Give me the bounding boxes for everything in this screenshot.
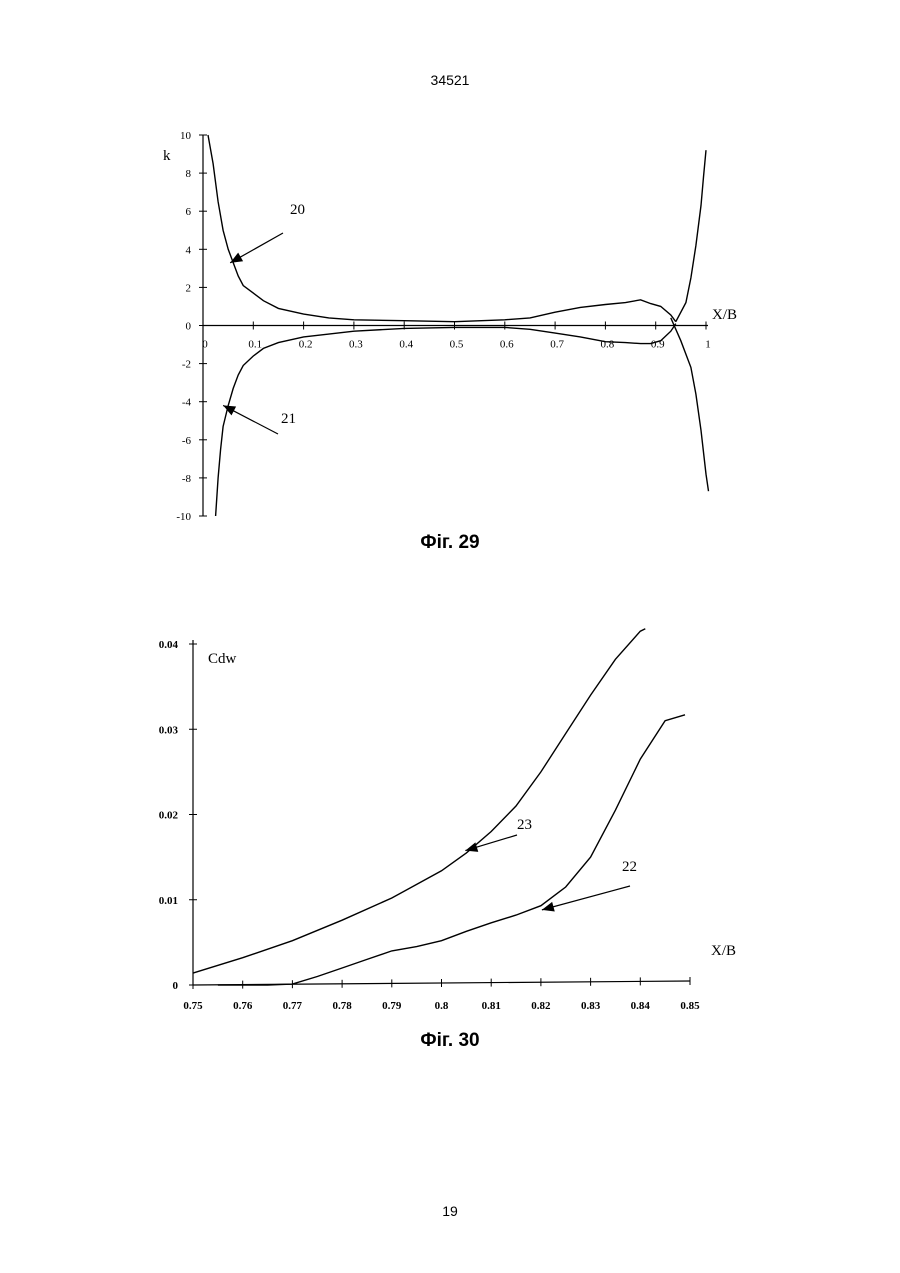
fig30-y-axis-title: Cdw — [208, 651, 237, 667]
figure-caption-30: Фіг. 30 — [0, 1030, 900, 1052]
fig29-arrow-21-head — [223, 405, 236, 415]
fig29-y-tick-label: -6 — [182, 435, 192, 447]
fig30-label-22: 22 — [622, 859, 637, 875]
fig30-x-tick-label: 0.79 — [382, 1000, 402, 1012]
fig29-y-tick-label: 2 — [186, 282, 192, 294]
fig29-x-axis-title: X/B — [712, 307, 737, 323]
fig29-y-tick-label: -2 — [182, 359, 191, 371]
figure-caption-29: Фіг. 29 — [0, 532, 900, 554]
fig30-x-tick-label: 0.82 — [531, 1000, 551, 1012]
fig30-y-tick-label: 0.02 — [159, 810, 179, 822]
fig30-series-line-0 — [193, 629, 645, 973]
fig30-x-axis-title: X/B — [711, 943, 736, 959]
fig29-series-line-0 — [208, 135, 676, 322]
fig30-x-tick-label: 0.81 — [482, 1000, 501, 1012]
fig30-x-tick-label: 0.8 — [435, 1000, 449, 1012]
fig29-x-tick-label: 0 — [202, 339, 208, 351]
page-number: 19 — [0, 1203, 900, 1219]
fig29-x-tick-label: 0.8 — [601, 339, 615, 351]
fig30-y-tick-label: 0.03 — [159, 724, 179, 736]
fig29-y-tick-label: 4 — [186, 244, 192, 256]
fig29-x-tick-label: 0.6 — [500, 339, 514, 351]
fig30-x-tick-label: 0.78 — [332, 1000, 352, 1012]
fig30-x-tick-label: 0.83 — [581, 1000, 601, 1012]
fig30-label-23: 23 — [517, 817, 532, 833]
fig30-x-tick-label: 0.85 — [680, 1000, 700, 1012]
fig29-x-tick-label: 1 — [705, 339, 711, 351]
fig29-arrow-20-head — [230, 253, 243, 263]
fig30-y-tick-label: 0.01 — [159, 895, 178, 907]
fig30-arrow-22-line — [542, 886, 630, 910]
fig29-y-tick-label: -10 — [176, 511, 191, 523]
fig29-x-tick-label: 0.9 — [651, 339, 665, 351]
fig30-x-tick-label: 0.77 — [283, 1000, 303, 1012]
fig30-x-tick-label: 0.75 — [183, 1000, 203, 1012]
fig29-series-line-3 — [671, 318, 709, 491]
fig29-x-tick-label: 0.3 — [349, 339, 363, 351]
fig30-series-line-1 — [218, 715, 685, 985]
fig29-x-tick-label: 0.5 — [450, 339, 464, 351]
fig30-x-tick-label: 0.84 — [631, 1000, 651, 1012]
fig29-label-21: 21 — [281, 411, 296, 427]
fig30-y-tick-label: 0.04 — [159, 639, 179, 651]
fig29-y-tick-label: -4 — [182, 397, 192, 409]
fig29-y-tick-label: 10 — [180, 130, 192, 142]
fig29-y-tick-label: -8 — [182, 473, 192, 485]
fig30-y-tick-label: 0 — [173, 980, 179, 992]
fig29-x-tick-label: 0.1 — [248, 339, 262, 351]
fig29-x-tick-label: 0.7 — [550, 339, 564, 351]
fig29-x-tick-label: 0.4 — [399, 339, 413, 351]
fig29-y-axis-title: k — [163, 148, 171, 164]
fig30-x-tick-label: 0.76 — [233, 1000, 253, 1012]
fig29-y-tick-label: 0 — [186, 321, 192, 333]
fig29-series-line-2 — [676, 150, 706, 322]
fig29-label-20: 20 — [290, 202, 305, 218]
fig29-y-tick-label: 6 — [186, 206, 192, 218]
fig29-y-tick-label: 8 — [186, 168, 192, 180]
fig29-x-tick-label: 0.2 — [299, 339, 313, 351]
